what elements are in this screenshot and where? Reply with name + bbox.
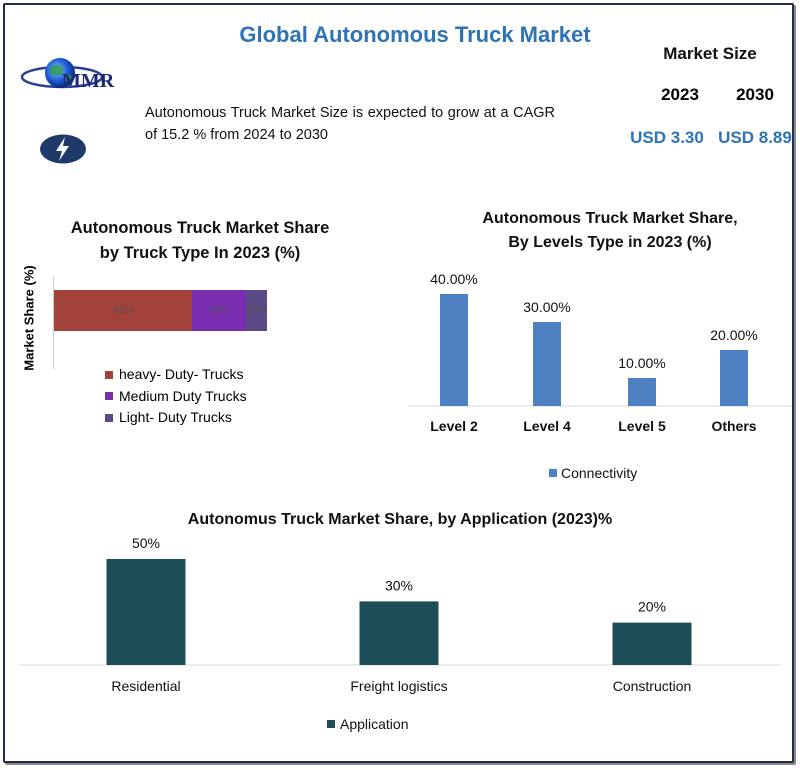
application-tick-label: Residential: [111, 678, 180, 694]
legend-label: Medium Duty Trucks: [119, 387, 247, 404]
legend-swatch: [105, 413, 113, 422]
logo-text: MMR: [62, 70, 115, 92]
lightning-bolt-icon: [40, 134, 86, 164]
levels-bar: [628, 378, 656, 406]
application-tick-label: Construction: [613, 678, 692, 694]
legend-label: heavy- Duty- Trucks: [119, 366, 244, 382]
market-value-start: USD 3.30: [630, 128, 704, 147]
market-value-end: USD 8.89: [718, 128, 792, 147]
levels-data-label: 10.00%: [618, 355, 665, 371]
truck-type-y-axis-text: Market Share (%): [21, 265, 37, 371]
page-title: Global Autonomous Truck Market: [239, 22, 591, 47]
truck-type-axis-line: [53, 276, 54, 369]
application-bar: [106, 559, 186, 665]
application-bar: [359, 601, 439, 665]
year-start: 2023: [661, 85, 699, 104]
truck-type-y-axis-label: Market Share (%): [14, 258, 44, 378]
levels-tick-label: Level 5: [618, 418, 666, 434]
truck-type-segment-label: 10%: [246, 305, 267, 316]
truck-type-stacked-bar: 65% 25% 10%: [54, 290, 267, 331]
application-legend-swatch: [327, 720, 335, 728]
levels-data-label: 20.00%: [710, 327, 757, 343]
levels-bar: [720, 350, 748, 406]
levels-data-label: 30.00%: [523, 299, 570, 315]
legend-label: Light- Duty Trucks: [119, 409, 232, 425]
application-legend-label: Application: [340, 716, 409, 732]
truck-type-chart-title: Autonomous Truck Market Share by Truck T…: [40, 216, 360, 266]
levels-legend-swatch: [549, 469, 557, 477]
levels-tick-label: Level 2: [430, 418, 478, 434]
truck-type-segment-label: 65%: [113, 305, 134, 316]
legend-swatch: [105, 392, 113, 401]
levels-chart: 40.00% Level 2 30.00% Level 4 10.00% Level 5 2…: [408, 271, 792, 481]
application-bar: [612, 622, 692, 665]
truck-type-bar-segment: 10%: [245, 290, 267, 331]
truck-type-segment-label: 25%: [209, 305, 230, 316]
legend-swatch: [105, 370, 113, 379]
truck-type-title-line1: Autonomous Truck Market Share: [70, 219, 330, 237]
truck-type-legend: heavy- Duty- Trucks Medium Duty Trucks Lig…: [105, 364, 247, 429]
levels-legend-label: Connectivity: [561, 465, 637, 481]
levels-bar: [440, 294, 468, 406]
application-data-label: 50%: [132, 535, 160, 551]
truck-type-bar-segment: 65%: [54, 290, 193, 331]
truck-type-legend-item: Medium Duty Trucks: [105, 386, 247, 408]
growth-description: Autonomous Truck Market Size is expected…: [145, 105, 555, 143]
levels-bar: [533, 322, 561, 406]
application-chart-title: Autonomus Truck Market Share, by Applica…: [187, 511, 613, 528]
truck-type-legend-item: heavy- Duty- Trucks: [105, 364, 247, 386]
levels-chart-title: Autonomous Truck Market Share, By Levels…: [400, 207, 800, 255]
application-data-label: 30%: [385, 577, 413, 593]
year-end: 2030: [736, 85, 774, 104]
truck-type-title-line2: by Truck Type In 2023 (%): [99, 244, 301, 262]
application-data-label: 20%: [638, 599, 666, 615]
application-chart: 50% Residential 30% Freight logistics 20% Con…: [18, 535, 782, 732]
market-size-label: Market Size: [663, 44, 757, 63]
truck-type-legend-item: Light- Duty Trucks: [105, 407, 247, 429]
levels-tick-label: Level 4: [523, 418, 571, 434]
levels-title-line2: By Levels Type in 2023 (%): [508, 234, 712, 251]
truck-type-bar-segment: 25%: [192, 290, 246, 331]
globe-logo-icon: [20, 58, 104, 89]
application-tick-label: Freight logistics: [350, 678, 447, 694]
levels-title-line1: Autonomous Truck Market Share,: [482, 210, 738, 227]
levels-tick-label: Others: [711, 418, 756, 434]
levels-data-label: 40.00%: [430, 271, 477, 287]
